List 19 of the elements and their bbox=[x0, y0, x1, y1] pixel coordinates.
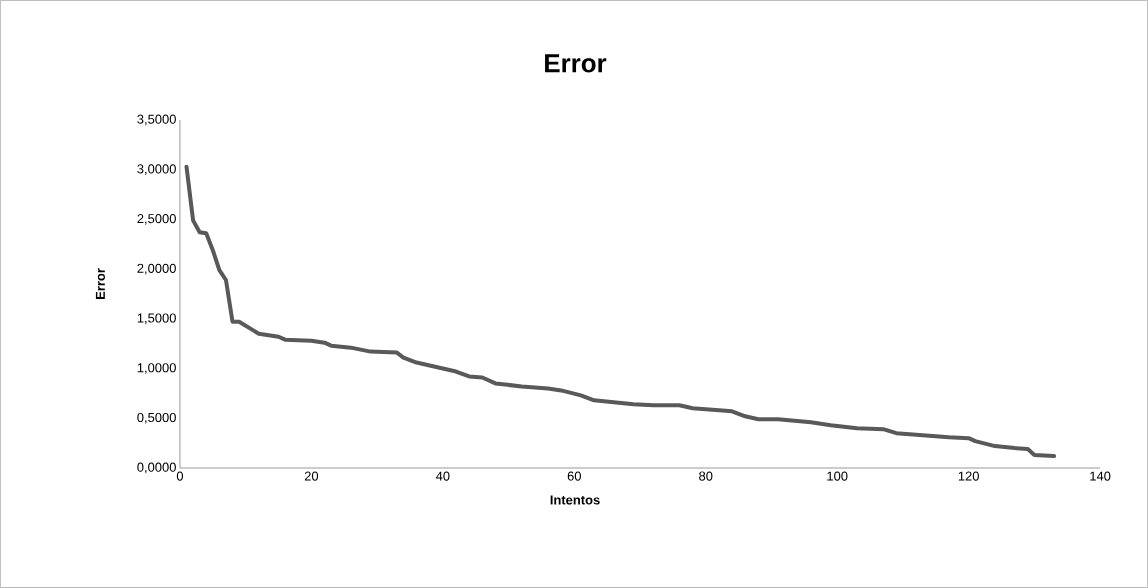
y-tick-label: 0,5000 bbox=[137, 412, 176, 424]
x-tick-label: 140 bbox=[1090, 471, 1111, 481]
y-axis-title: Error bbox=[95, 268, 105, 299]
y-tick-label: 3,0000 bbox=[137, 164, 176, 176]
y-tick-label: 2,0000 bbox=[137, 263, 176, 275]
y-tick-label: 1,5000 bbox=[137, 313, 176, 325]
x-axis-title: Intentos bbox=[550, 495, 600, 505]
y-tick-label: 2,5000 bbox=[137, 214, 176, 225]
x-tick-label: 120 bbox=[958, 471, 979, 481]
chart-title: Error bbox=[545, 54, 607, 73]
y-tick-label: 1,0000 bbox=[137, 363, 176, 374]
x-tick-label: 0 bbox=[176, 471, 184, 481]
y-tick-label: 0,0000 bbox=[137, 462, 176, 474]
x-tick-label: 60 bbox=[567, 471, 581, 481]
x-tick-label: 40 bbox=[435, 471, 450, 481]
x-tick-label: 80 bbox=[699, 471, 713, 481]
x-tick-label: 20 bbox=[304, 471, 319, 481]
x-tick-label: 100 bbox=[827, 471, 848, 481]
y-tick-label: 3,5000 bbox=[137, 114, 176, 126]
